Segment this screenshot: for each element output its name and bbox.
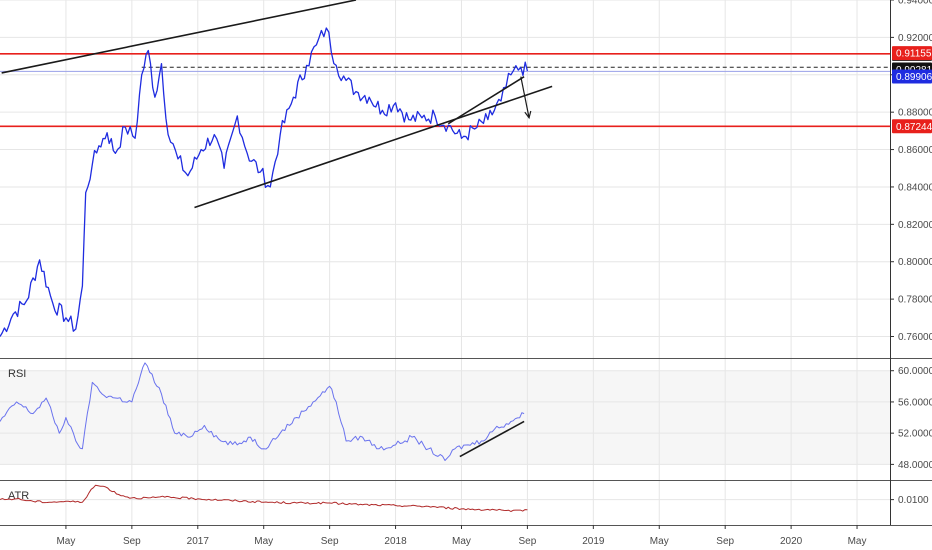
y-tick-label: 0.94000: [898, 0, 932, 7]
arrow-head-icon: [524, 110, 532, 120]
x-tick-label: 2017: [187, 536, 210, 547]
x-tick-label: Sep: [321, 536, 339, 547]
y-tick-label: 0.86000: [898, 145, 932, 156]
y-tick-label: 0.80000: [898, 257, 932, 268]
rsi-series-line[interactable]: [0, 362, 525, 461]
pane-title-rsi: RSI: [8, 368, 26, 380]
price-trendline[interactable]: [447, 75, 525, 125]
price-tag-label: 0.91155: [896, 49, 932, 60]
x-tick-label: May: [254, 536, 273, 547]
atr-series-line[interactable]: [0, 484, 528, 512]
price-series-line[interactable]: [0, 27, 529, 337]
y-tick-label: 0.84000: [898, 182, 932, 193]
x-tick-label: May: [56, 536, 75, 547]
y-tick-label: 0.88000: [898, 108, 932, 119]
y-tick-label: 52.0000: [898, 429, 932, 440]
y-tick-label: 48.0000: [898, 460, 932, 471]
price-trendline[interactable]: [194, 85, 553, 209]
price-tag: 0.89906: [892, 69, 932, 84]
x-tick-label: Sep: [716, 536, 734, 547]
x-tick-label: Sep: [519, 536, 537, 547]
x-tick-label: Sep: [123, 536, 141, 547]
x-tick-label: May: [650, 536, 669, 547]
x-tick-label: May: [848, 536, 867, 547]
x-tick-label: 2018: [384, 536, 407, 547]
rsi-trendline[interactable]: [459, 420, 525, 458]
y-tick-label: 0.92000: [898, 33, 932, 44]
projection-arrow[interactable]: [520, 76, 530, 118]
y-tick-label: 0.0100: [898, 495, 929, 506]
y-tick-label: 56.0000: [898, 397, 932, 408]
y-tick-label: 0.82000: [898, 220, 932, 231]
y-tick-label: 0.76000: [898, 332, 932, 343]
price-tag-background: [892, 119, 932, 134]
price-tag-label: 0.87244: [896, 122, 932, 133]
y-tick-label: 60.0000: [898, 366, 932, 377]
rsi-band: [0, 370, 890, 465]
x-tick-label: May: [452, 536, 471, 547]
price-tag: 0.91155: [892, 46, 932, 61]
x-tick-label: 2019: [582, 536, 605, 547]
pane-price: 0.940000.920000.900000.880000.860000.840…: [0, 0, 932, 359]
x-tick-label: 2020: [780, 536, 803, 547]
price-tag-label: 0.89906: [896, 72, 932, 83]
price-tag: 0.87244: [892, 119, 932, 134]
price-tag-background: [892, 46, 932, 61]
price-tag-background: [892, 69, 932, 84]
price-trendline[interactable]: [1, 0, 357, 74]
pane-rsi: 60.0000 56.0000 52.0000 48.0000 RSI: [0, 359, 932, 481]
y-tick-label: 0.78000: [898, 295, 932, 306]
